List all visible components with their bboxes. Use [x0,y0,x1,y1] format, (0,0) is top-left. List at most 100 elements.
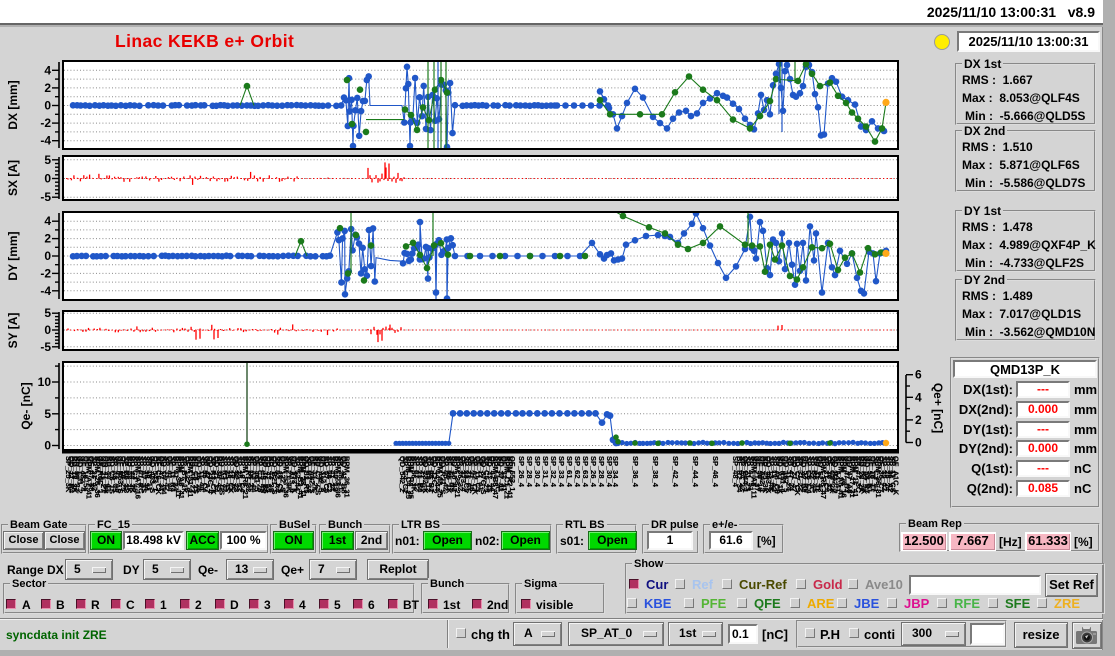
svg-text:BD_C8_2S: BD_C8_2S [192,456,201,494]
svg-text:SP_41_RC: SP_41_RC [137,456,146,494]
svg-text:SP_11_R4: SP_11_R4 [168,456,177,493]
svg-text:SP_32_4: SP_32_4 [549,456,558,488]
svg-text:QD_52_R5: QD_52_R5 [302,456,311,494]
svg-text:SP_47_12: SP_47_12 [413,456,422,491]
svg-text:BF_A4_41: BF_A4_41 [834,456,843,492]
svg-text:SP_25_3K: SP_25_3K [64,456,73,493]
svg-text:SP_38_11: SP_38_11 [337,456,346,491]
svg-text:6: 6 [915,368,922,382]
svg-text:QF_58_B1: QF_58_B1 [866,456,875,493]
svg-text:BF_16_21: BF_16_21 [247,456,256,491]
svg-text:-2: -2 [40,266,51,280]
svg-text:SP_25_2C: SP_25_2C [229,456,238,493]
svg-text:SP_A8_45: SP_A8_45 [110,456,119,492]
svg-text:BPM_26_36: BPM_26_36 [93,456,102,498]
svg-text:QF_31_21: QF_31_21 [500,456,509,491]
svg-text:4: 4 [915,390,922,404]
svg-text:QD_52_43: QD_52_43 [816,456,825,492]
svg-text:BPM_23_36: BPM_23_36 [334,456,343,498]
svg-text:SP_C5_25: SP_C5_25 [482,456,491,492]
svg-text:QD_463_K: QD_463_K [764,456,773,494]
svg-text:SP_21_B2: SP_21_B2 [418,456,427,492]
svg-text:SP_38_4: SP_38_4 [651,456,660,488]
svg-text:SP_C3_25: SP_C3_25 [255,456,264,492]
svg-text:4: 4 [44,63,51,77]
svg-text:QF_41_A5: QF_41_A5 [113,456,122,493]
svg-text:BF_45_2S: BF_45_2S [331,456,340,492]
svg-text:BPM_11_41: BPM_11_41 [851,456,860,497]
svg-text:QD_41_B8: QD_41_B8 [340,456,349,494]
svg-text:0: 0 [44,99,51,113]
svg-text:SP_36_34: SP_36_34 [142,456,151,492]
svg-text:BPM_A8_41: BPM_A8_41 [837,456,846,499]
svg-text:BPM_36_31: BPM_36_31 [342,456,351,498]
svg-text:SP_11_B3: SP_11_B3 [447,456,456,492]
svg-text:SP_11_CS: SP_11_CS [889,456,898,493]
svg-text:QF_312_S: QF_312_S [319,456,328,492]
svg-text:SP_R6_4S: SP_R6_4S [810,456,819,493]
svg-text:QD_B42_2: QD_B42_2 [831,456,840,494]
svg-text:BD_11_31: BD_11_31 [813,456,822,491]
svg-text:QF_482_4: QF_482_4 [79,456,88,492]
svg-text:SP_45_42: SP_45_42 [442,456,451,491]
svg-text:QF_47_A7: QF_47_A7 [203,456,212,493]
svg-text:BPM_51_11: BPM_51_11 [186,456,195,497]
svg-text:BD_56_31: BD_56_31 [73,456,82,492]
svg-text:SP_21_B4: SP_21_B4 [415,456,424,493]
svg-text:SP_31_42: SP_31_42 [163,456,172,491]
svg-text:SP_36_A2: SP_36_A2 [886,456,895,492]
svg-text:BF_33_2K: BF_33_2K [311,456,320,493]
svg-text:-4: -4 [40,134,51,148]
svg-text:BPM_28_11: BPM_28_11 [299,456,308,497]
svg-text:SP_58_C2: SP_58_C2 [325,456,334,492]
svg-text:SP_18_CK: SP_18_CK [226,456,235,494]
svg-text:SP_C4_C2: SP_C4_C2 [401,456,410,494]
svg-text:BPM_34_11: BPM_34_11 [174,456,183,497]
svg-text:QF_543_1: QF_543_1 [151,456,160,491]
svg-text:QD_41_B8: QD_41_B8 [102,456,111,494]
svg-text:SP_21_23: SP_21_23 [744,456,753,491]
svg-text:SP_11_3C: SP_11_3C [494,456,503,492]
svg-text:SP_47_51: SP_47_51 [747,456,756,491]
svg-text:SP_B6_3S: SP_B6_3S [122,456,131,493]
svg-text:0: 0 [44,439,51,453]
svg-text:QD_232_K: QD_232_K [421,456,430,494]
svg-text:BPM_48_25: BPM_48_25 [436,456,445,498]
svg-text:SP_R3_42: SP_R3_42 [221,456,230,492]
svg-text:SP_52_3C: SP_52_3C [808,456,817,493]
svg-text:SP_63_4: SP_63_4 [581,456,590,488]
svg-text:0: 0 [44,323,51,337]
svg-text:QF_52_R6: QF_52_R6 [802,456,811,493]
svg-text:SP_A2_CK: SP_A2_CK [471,456,480,495]
svg-text:BPM_R2_41: BPM_R2_41 [505,456,514,499]
svg-text:BF_44_44: BF_44_44 [433,456,442,492]
svg-text:SP_30_4: SP_30_4 [605,456,614,488]
svg-text:SP_55_C4: SP_55_C4 [200,456,209,493]
svg-text:QF_A1C_K: QF_A1C_K [892,456,901,496]
svg-text:QF_41_44: QF_41_44 [166,456,175,492]
svg-text:QD_47_54: QD_47_54 [799,456,808,493]
svg-text:QD_542_2: QD_542_2 [398,456,407,492]
svg-text:QF_31_16: QF_31_16 [468,456,477,491]
svg-text:Qe- [nC]: Qe- [nC] [19,382,33,429]
svg-text:QD_47_55: QD_47_55 [264,456,273,492]
svg-text:SP_C6_C4: SP_C6_C4 [805,456,814,494]
svg-text:BF_C6_CK: BF_C6_CK [154,456,163,495]
svg-text:BD_44_3K: BD_44_3K [128,456,137,494]
svg-text:BPM_R8_47: BPM_R8_47 [819,456,828,499]
svg-text:QD_21_34: QD_21_34 [212,456,221,493]
svg-text:BD_C7_C4: BD_C7_C4 [160,456,169,495]
svg-text:BPM_A8_41: BPM_A8_41 [177,456,186,499]
svg-text:DX [mm]: DX [mm] [6,80,20,129]
svg-text:BD_44_41: BD_44_41 [105,456,114,492]
svg-text:SP_61_4: SP_61_4 [565,456,574,488]
svg-text:QF_47_44: QF_47_44 [488,456,497,492]
svg-text:QF_A82_S: QF_A82_S [308,456,317,494]
svg-text:BD_R7_1K: BD_R7_1K [860,456,869,495]
svg-text:SP_21_4K: SP_21_4K [284,456,293,493]
svg-text:SP_B7_1K: SP_B7_1K [180,456,189,494]
svg-text:BPM_B8_47: BPM_B8_47 [491,456,500,499]
svg-text:BD_58_2K: BD_58_2K [125,456,134,494]
svg-text:SP_36_32: SP_36_32 [456,456,465,491]
svg-text:SP_23_C5: SP_23_C5 [462,456,471,492]
